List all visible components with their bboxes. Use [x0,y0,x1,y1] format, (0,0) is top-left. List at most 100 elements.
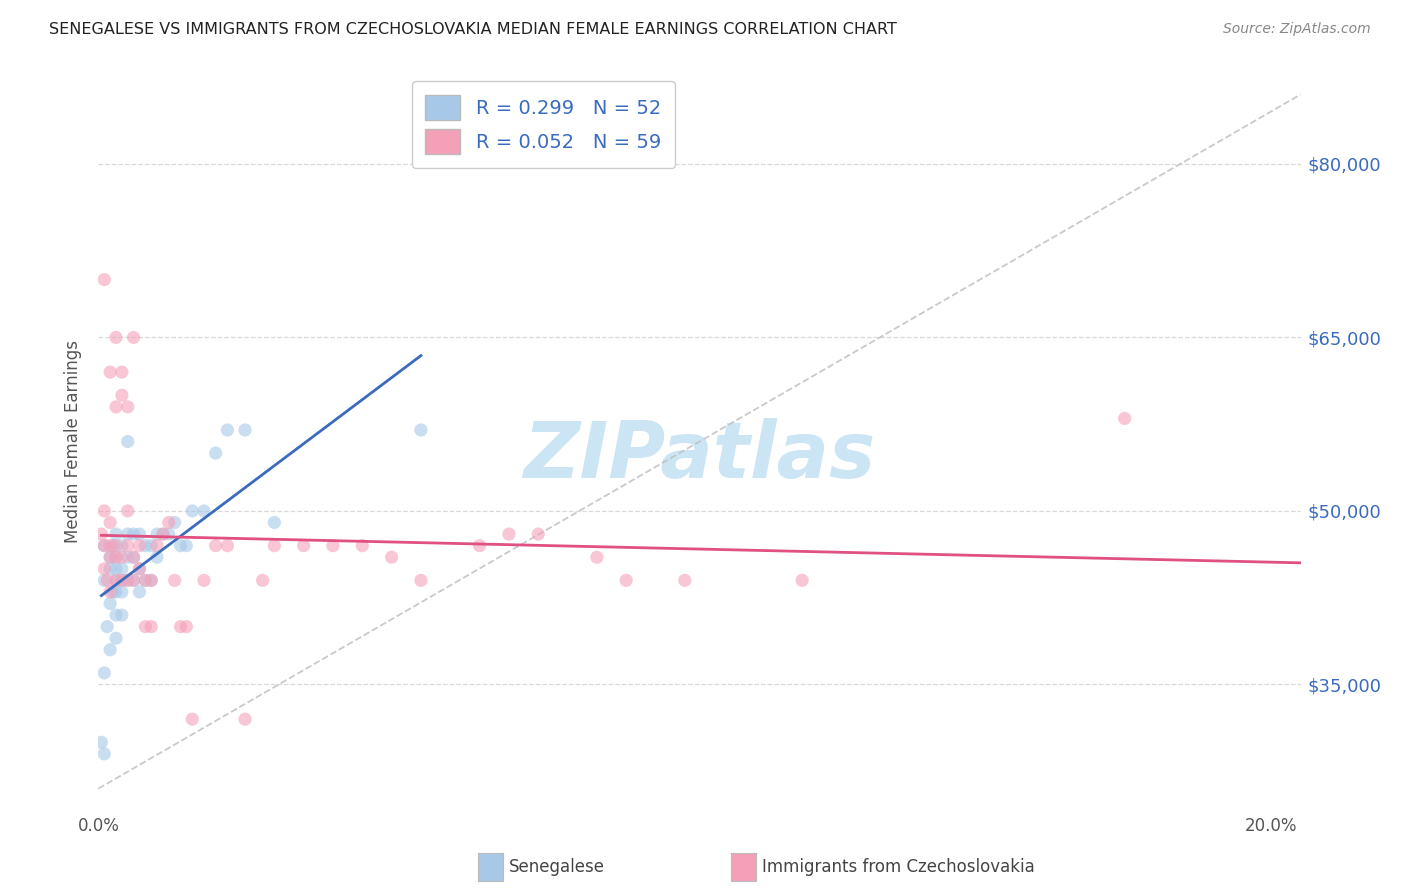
Point [790,574,813,588]
Point [111,539,134,553]
Point [157,516,180,530]
Point [409,423,432,437]
Point [96,619,118,633]
Y-axis label: Median Female Earnings: Median Female Earnings [65,340,83,543]
Point [98,365,121,379]
Text: ZIPatlas: ZIPatlas [523,418,876,494]
Point [134,539,156,553]
Point [128,539,150,553]
Point [128,585,150,599]
Point [117,504,139,518]
Point [122,550,145,565]
Point [93,562,115,576]
Point [322,539,344,553]
Point [614,574,637,588]
Point [111,365,134,379]
Point [498,527,520,541]
Point [169,619,191,633]
Point [204,446,226,460]
Point [93,747,115,761]
Point [134,574,156,588]
Point [105,330,128,344]
Point [352,539,374,553]
Text: Immigrants from Czechoslovakia: Immigrants from Czechoslovakia [762,858,1035,876]
Point [105,585,128,599]
Point [98,597,121,611]
Point [134,574,156,588]
Point [93,504,115,518]
Text: Source: ZipAtlas.com: Source: ZipAtlas.com [1223,22,1371,37]
Point [122,550,145,565]
Point [181,712,204,726]
Point [117,527,139,541]
Point [152,527,174,541]
Point [381,550,404,565]
Point [98,550,121,565]
Point [146,527,169,541]
Point [117,574,139,588]
Point [93,665,115,680]
Point [163,516,186,530]
Point [105,608,128,623]
Point [93,574,115,588]
Point [93,539,115,553]
Point [527,527,550,541]
Point [105,562,128,576]
Point [122,527,145,541]
Point [105,550,128,565]
Point [233,423,256,437]
Point [98,516,121,530]
Point [117,574,139,588]
Point [263,516,285,530]
Point [101,585,124,599]
Point [117,434,139,449]
Point [128,562,150,576]
Point [152,527,174,541]
Point [98,585,121,599]
Point [169,539,191,553]
Point [105,631,128,645]
Point [117,539,139,553]
Point [122,330,145,344]
Point [176,619,198,633]
Point [117,400,139,414]
Point [111,388,134,402]
Point [122,574,145,588]
Point [163,574,186,588]
Point [122,574,145,588]
Point [105,539,128,553]
Point [117,550,139,565]
Point [673,574,696,588]
Point [141,574,163,588]
Point [111,550,134,565]
Point [105,400,128,414]
Point [204,539,226,553]
Point [96,574,118,588]
Point [98,562,121,576]
Point [111,574,134,588]
Point [468,539,491,553]
Point [141,539,163,553]
Point [105,574,128,588]
Point [98,539,121,553]
Point [292,539,315,553]
Point [176,539,198,553]
Point [134,619,156,633]
Point [128,527,150,541]
Point [93,539,115,553]
Point [111,608,134,623]
Point [586,550,609,565]
Point [193,574,215,588]
Point [157,527,180,541]
Point [1114,411,1136,425]
Point [90,527,112,541]
Point [252,574,274,588]
Point [146,550,169,565]
Point [90,735,112,749]
Point [105,527,128,541]
Point [111,574,134,588]
Point [181,504,204,518]
Point [111,562,134,576]
Point [141,619,163,633]
Point [93,272,115,286]
